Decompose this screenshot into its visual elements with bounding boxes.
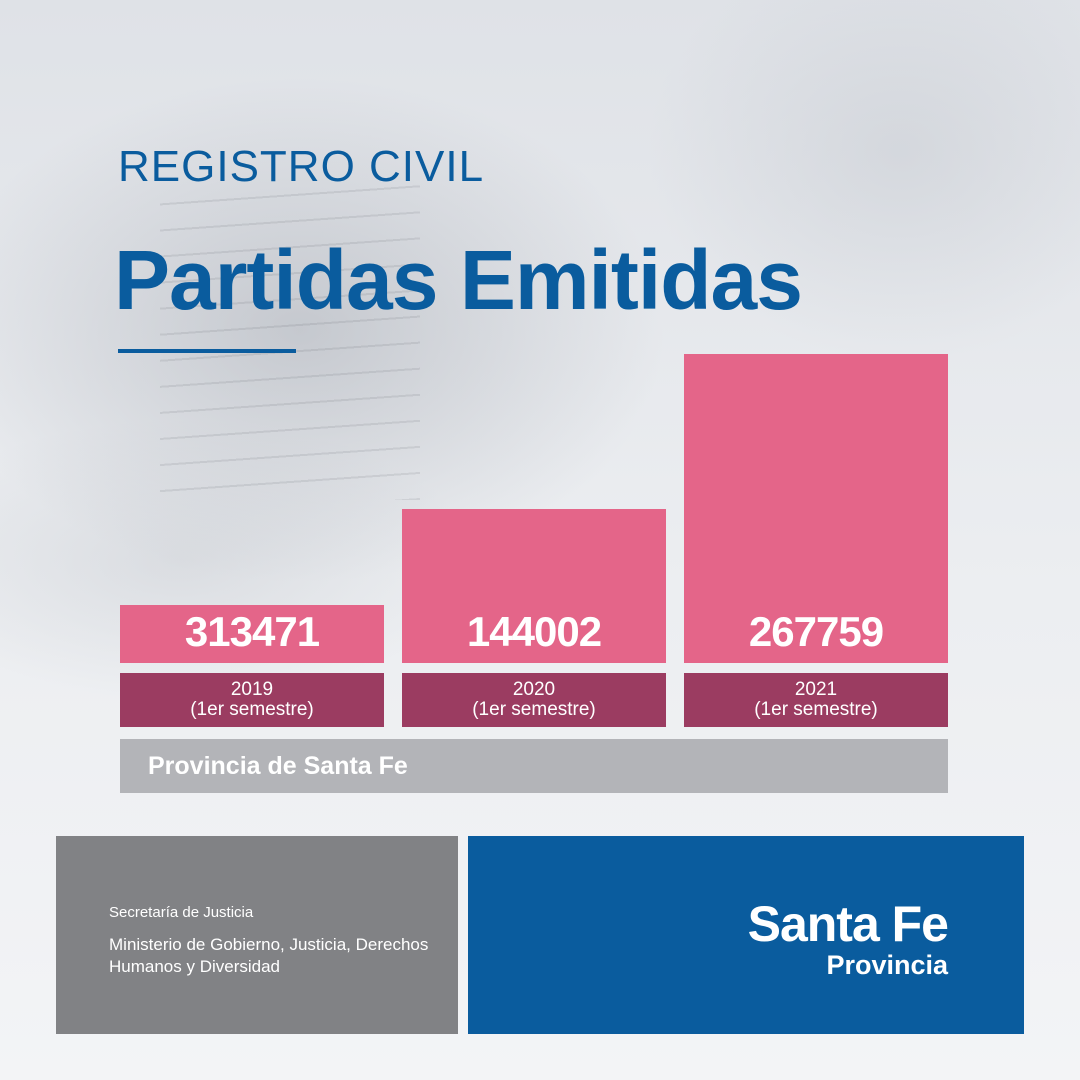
category-period: (1er semestre)	[190, 699, 314, 720]
category-label-2021: 2021 (1er semestre)	[684, 673, 948, 727]
brand-subtitle: Provincia	[826, 950, 948, 980]
category-label-2019: 2019 (1er semestre)	[120, 673, 384, 727]
bar-2021	[684, 354, 948, 663]
footer-brand-panel: Santa Fe Provincia	[468, 836, 1024, 1034]
category-label-2020: 2020 (1er semestre)	[402, 673, 666, 727]
category-year: 2021	[794, 679, 838, 700]
category-period: (1er semestre)	[472, 699, 596, 720]
brand-logo-text: Santa Fe	[747, 896, 949, 952]
region-band: Provincia de Santa Fe	[120, 739, 948, 793]
category-year: 2019	[230, 679, 274, 700]
ministerio-label: Ministerio de Gobierno, Justicia, Derech…	[109, 935, 429, 976]
title-underline	[118, 349, 296, 353]
bar-value-label: 267759	[748, 608, 884, 655]
bar-2019	[120, 605, 384, 663]
section-kicker: REGISTRO CIVIL	[118, 142, 485, 191]
background-handwriting	[160, 180, 420, 500]
region-label: Provincia de Santa Fe	[148, 752, 408, 780]
bar-value-label: 313471	[184, 608, 320, 655]
page-title: Partidas Emitidas	[114, 233, 803, 327]
footer-ministry-panel: Secretaría de Justicia Ministerio de Gob…	[56, 836, 458, 1034]
category-year: 2020	[512, 679, 556, 700]
category-period: (1er semestre)	[754, 699, 878, 720]
secretaria-label: Secretaría de Justicia	[109, 904, 254, 921]
bar-2020	[402, 509, 666, 663]
bar-value-label: 144002	[466, 608, 602, 655]
